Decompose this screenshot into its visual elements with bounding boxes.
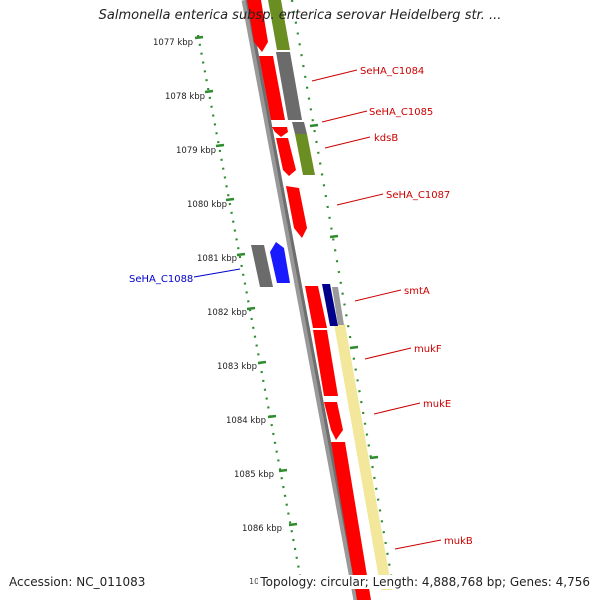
olive-segment	[295, 134, 315, 175]
tick-labels: 1077 kbp 1078 kbp 1079 kbp 1080 kbp 1081…	[153, 38, 282, 534]
tick-label: 1084 kbp	[226, 416, 266, 426]
gene-arrow-sehac1088	[270, 242, 290, 283]
tick-label: 1080 kbp	[187, 200, 227, 210]
gene-label-sehac1088[interactable]: SeHA_C1088	[129, 274, 193, 285]
gene-label-sehac1087[interactable]: SeHA_C1087	[386, 190, 450, 201]
backbone-line	[245, 0, 361, 601]
gray-segment	[332, 287, 344, 325]
olive-segment	[268, 0, 290, 50]
gene-label-sehac1084[interactable]: SeHA_C1084	[360, 66, 424, 77]
tick-label: 1083 kbp	[217, 362, 257, 372]
gene-arrow-sehac1084	[259, 56, 285, 120]
gray-segment	[276, 52, 302, 120]
gene-label-sehac1085[interactable]: SeHA_C1085	[369, 107, 433, 118]
gene-label-leaders	[193, 69, 442, 550]
tick-label: 1082 kbp	[207, 308, 247, 318]
kbp-axis-dots	[196, 34, 302, 576]
gene-arrow	[247, 0, 268, 52]
gene-arrow-sehac1085	[272, 127, 288, 137]
gene-arrow-mukb	[331, 442, 371, 600]
gene-arrow-blue	[322, 284, 338, 326]
gene-label-smta[interactable]: smtA	[404, 286, 430, 297]
tick-label: 1086 kbp	[242, 524, 282, 534]
gene-label-mukb[interactable]: mukB	[444, 536, 473, 547]
accession-text: Accession: NC_011083	[9, 575, 146, 589]
tick-label: 1079 kbp	[176, 146, 216, 156]
gene-arrow-muke	[324, 402, 343, 440]
gray-segment-c1088	[251, 245, 273, 287]
footer-mark: 10	[249, 577, 260, 586]
tick-label: 1077 kbp	[153, 38, 193, 48]
gene-arrow-kdsb	[276, 138, 296, 176]
gene-labels: SeHA_C1084 SeHA_C1085 kdsB SeHA_C1087 Se…	[129, 66, 473, 547]
tick-label: 1078 kbp	[165, 92, 205, 102]
topology-text: Topology: circular; Length: 4,888,768 bp…	[258, 575, 590, 589]
yellow-track	[334, 324, 392, 590]
gene-arrow-sehac1087	[286, 186, 307, 238]
gene-arrow-mukf	[313, 330, 338, 396]
genome-title: Salmonella enterica subsp. enterica sero…	[98, 8, 502, 23]
gene-label-mukf[interactable]: mukF	[414, 344, 442, 355]
gene-arrow-smta	[305, 286, 327, 328]
gray-segment	[292, 122, 307, 134]
backbone-shadow	[241, 0, 361, 601]
tick-label: 1081 kbp	[197, 254, 237, 264]
gene-label-muke[interactable]: mukE	[423, 399, 451, 410]
tick-label: 1085 kbp	[234, 470, 274, 480]
gene-label-kdsb[interactable]: kdsB	[374, 133, 398, 144]
tick-marks	[194, 35, 379, 527]
